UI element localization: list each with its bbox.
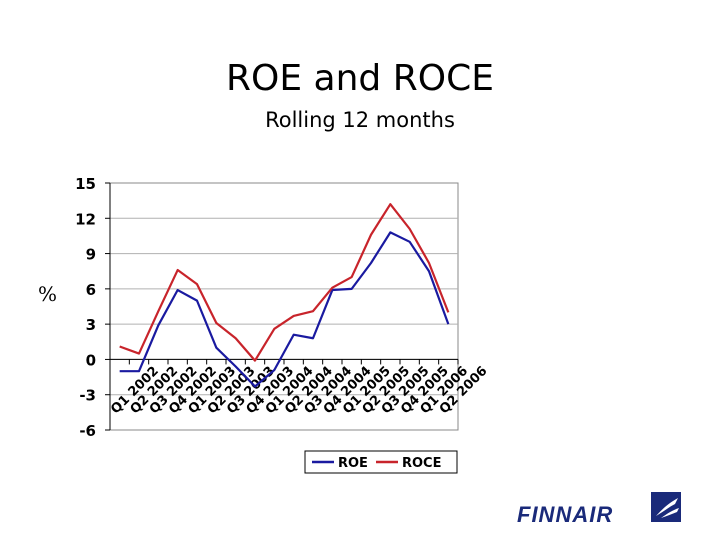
finnair-logo-text: FINNAIR — [517, 502, 613, 527]
legend-label-roce: ROCE — [402, 456, 441, 471]
series-line-roce — [119, 203, 450, 362]
y-tick-label: 0 — [86, 351, 96, 369]
y-axis-ticks: 15 12 9 6 3 0 -3 -6 — [75, 175, 111, 440]
y-tick-label: 3 — [86, 316, 96, 334]
legend-label-roe: ROE — [338, 456, 368, 471]
y-tick-label: 6 — [86, 281, 96, 299]
y-axis-label: % — [38, 282, 58, 306]
legend: ROE ROCE — [304, 450, 458, 474]
y-tick-label: 12 — [75, 210, 96, 228]
y-tick-label: -3 — [79, 387, 96, 405]
finnair-logo-mark — [651, 492, 681, 522]
finnair-logo: FINNAIR — [517, 492, 681, 527]
y-tick-label: -6 — [79, 422, 96, 440]
y-tick-label: 15 — [75, 175, 96, 193]
chart-title: ROE and ROCE — [226, 58, 494, 99]
y-tick-label: 9 — [86, 246, 96, 264]
chart-subtitle: Rolling 12 months — [265, 108, 455, 132]
plot-area — [109, 182, 459, 431]
series-lines — [119, 203, 450, 388]
series-line-roe — [119, 231, 450, 388]
